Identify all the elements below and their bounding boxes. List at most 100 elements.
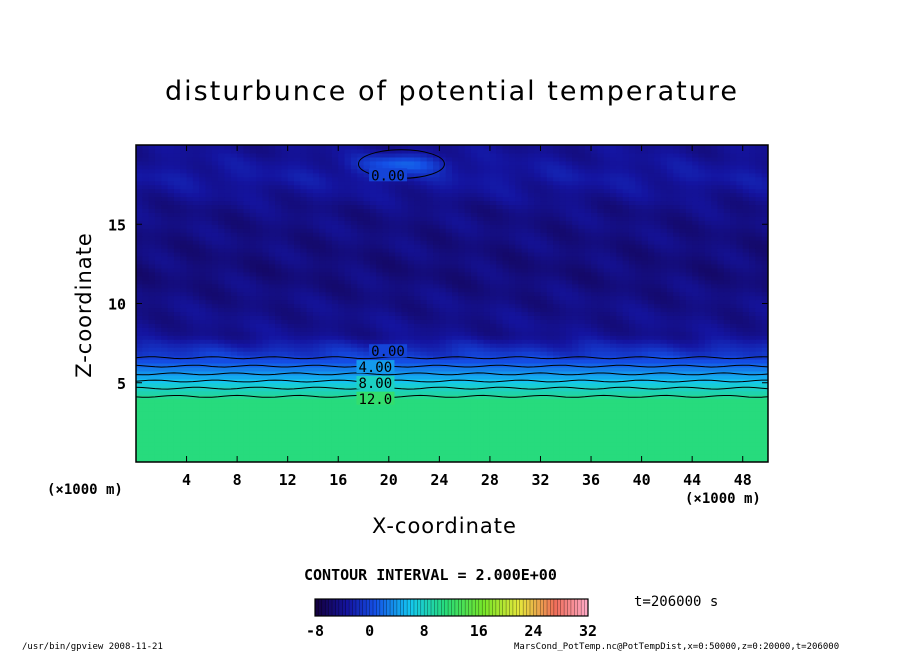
field-cell (300, 418, 308, 423)
field-cell (666, 358, 674, 364)
field-cell (167, 426, 175, 431)
field-cell (647, 430, 655, 435)
field-cell (376, 291, 384, 297)
field-cell (622, 402, 630, 408)
field-cell (350, 355, 358, 360)
field-cell (192, 414, 200, 420)
field-cell (338, 303, 346, 309)
field-cell (180, 339, 188, 344)
field-cell (249, 378, 257, 384)
field-cell (502, 279, 510, 285)
field-cell (578, 299, 586, 305)
field-cell (205, 295, 213, 301)
field-cell (628, 271, 636, 277)
field-cell (584, 275, 592, 281)
field-cell (521, 275, 529, 281)
field-cell (388, 299, 396, 305)
field-cell (281, 402, 289, 408)
field-cell (205, 299, 213, 305)
field-cell (325, 390, 333, 396)
field-cell (445, 382, 453, 388)
field-cell (470, 355, 478, 360)
field-cell (243, 446, 251, 451)
field-cell (679, 410, 687, 416)
field-cell (749, 390, 756, 396)
field-cell (546, 283, 554, 289)
field-cell (237, 307, 245, 313)
field-cell (559, 390, 567, 396)
field-cell (483, 355, 491, 360)
field-cell (192, 390, 200, 396)
field-cell (224, 366, 232, 372)
field-cell (572, 291, 579, 297)
field-cell (477, 458, 485, 462)
field-cell (730, 358, 737, 364)
field-cell (306, 422, 314, 427)
field-cell (142, 434, 150, 439)
field-cell (401, 335, 409, 340)
field-cell (363, 406, 371, 412)
field-cell (338, 347, 346, 352)
field-cell (180, 331, 188, 336)
field-cell (395, 323, 403, 328)
field-cell (616, 438, 624, 443)
field-cell (357, 311, 365, 316)
field-cell (256, 331, 263, 336)
field-cell (414, 414, 421, 420)
field-cell (161, 398, 169, 404)
field-cell (376, 370, 384, 376)
field-cell (654, 299, 662, 305)
field-cell (249, 331, 257, 336)
field-cell (445, 327, 453, 332)
field-cell (515, 450, 523, 455)
field-cell (489, 343, 497, 348)
field-cell (666, 406, 674, 412)
field-cell (426, 390, 434, 396)
field-cell (319, 450, 327, 455)
field-cell (540, 438, 548, 443)
field-cell (578, 434, 586, 439)
field-cell (597, 406, 605, 412)
field-cell (300, 438, 308, 443)
field-cell (230, 323, 238, 328)
field-cell (180, 398, 188, 404)
field-cell (382, 323, 390, 328)
field-cell (761, 422, 768, 427)
field-cell (452, 271, 459, 277)
field-cell (685, 287, 693, 293)
field-cell (363, 311, 371, 316)
field-cell (660, 366, 668, 372)
field-cell (698, 331, 706, 336)
field-cell (136, 442, 143, 447)
field-cell (180, 271, 188, 277)
field-cell (521, 267, 529, 273)
field-cell (723, 406, 731, 412)
field-cell (736, 355, 744, 360)
field-cell (730, 263, 737, 269)
field-cell (325, 291, 333, 297)
field-cell (660, 358, 668, 364)
field-cell (553, 434, 561, 439)
field-cell (692, 374, 700, 380)
field-cell (641, 303, 649, 309)
field-cell (584, 378, 592, 384)
field-cell (483, 307, 491, 313)
field-cell (338, 283, 346, 289)
field-cell (458, 374, 466, 380)
field-cell (654, 283, 662, 289)
field-cell (742, 398, 750, 404)
field-cell (275, 426, 282, 431)
field-cell (736, 374, 744, 380)
field-cell (331, 267, 339, 273)
field-cell (407, 438, 415, 443)
field-cell (452, 303, 459, 309)
field-cell (344, 398, 352, 404)
field-cell (161, 307, 169, 313)
field-cell (230, 267, 238, 273)
field-cell (136, 347, 143, 352)
field-cell (325, 267, 333, 273)
field-cell (388, 406, 396, 412)
field-cell (136, 366, 143, 372)
field-cell (679, 446, 687, 451)
field-cell (287, 291, 295, 297)
